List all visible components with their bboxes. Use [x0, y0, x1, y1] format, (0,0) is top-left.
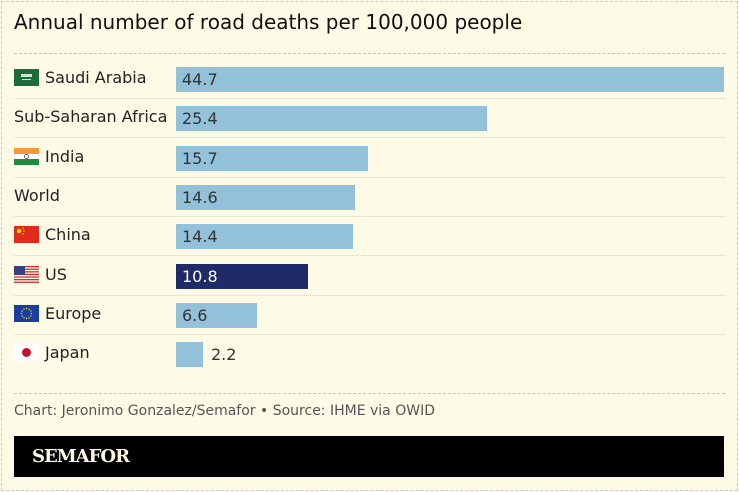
data-label: 25.4	[182, 109, 218, 129]
bar-row: US 10.8	[14, 257, 725, 296]
category-text: Japan	[45, 343, 90, 363]
bar-row: Saudi Arabia 44.7	[14, 60, 725, 99]
row-separator	[14, 294, 725, 296]
saudi-arabia-flag-icon	[14, 69, 39, 86]
category-label: Saudi Arabia	[14, 68, 147, 87]
category-label: US	[14, 265, 67, 284]
bar	[176, 184, 355, 210]
category-label: Sub-Saharan Africa	[14, 107, 167, 126]
data-label: 14.4	[182, 227, 218, 247]
japan-flag-icon	[14, 344, 39, 362]
bar-row: World 14.6	[14, 178, 725, 217]
row-separator	[14, 176, 725, 178]
row-separator	[14, 333, 725, 335]
chart-credit: Chart: Jeronimo Gonzalez/Semafor • Sourc…	[14, 403, 435, 419]
category-text: India	[45, 146, 85, 166]
data-label: 44.7	[182, 70, 218, 89]
category-text: Sub-Saharan Africa	[14, 107, 168, 127]
category-label: India	[14, 147, 84, 166]
chart-title: Annual number of road deaths per 100,000…	[14, 10, 523, 34]
row-separator	[14, 98, 725, 99]
category-label: Japan	[14, 343, 90, 362]
category-text: China	[45, 225, 91, 245]
bar-row: Europe 6.6	[14, 296, 725, 335]
data-label: 14.6	[182, 187, 218, 207]
bar-row: China 14.4	[14, 217, 725, 257]
bar	[176, 224, 353, 250]
category-text: US	[45, 264, 67, 284]
china-flag-icon	[14, 226, 39, 244]
data-label: 6.6	[182, 305, 208, 325]
eu-flag-icon	[14, 304, 39, 322]
brand-banner: SEMAFOR	[14, 436, 724, 477]
data-label: 10.8	[182, 266, 218, 286]
bar-row: Japan 2.2	[14, 335, 725, 374]
bar	[176, 145, 369, 171]
category-label: World	[14, 186, 60, 205]
category-text: Europe	[45, 303, 102, 323]
bar-row: India 15.7	[14, 139, 725, 178]
row-separator	[14, 137, 725, 139]
row-separator	[14, 215, 725, 217]
bar-row: Sub-Saharan Africa 25.4	[14, 99, 725, 139]
category-text: World	[14, 185, 60, 205]
data-label: 2.2	[210, 345, 237, 365]
category-label: Europe	[14, 304, 101, 323]
bar	[176, 263, 309, 289]
row-separator	[14, 255, 725, 257]
india-flag-icon	[14, 147, 39, 165]
data-label: 15.7	[182, 148, 218, 168]
bar	[176, 342, 203, 368]
divider	[14, 53, 725, 54]
bar	[176, 106, 488, 132]
divider	[14, 393, 725, 394]
bar	[176, 302, 257, 328]
bar	[176, 67, 724, 92]
us-flag-icon	[14, 265, 39, 283]
semafor-logo: SEMAFOR	[32, 446, 130, 467]
category-label: China	[14, 225, 91, 244]
category-text: Saudi Arabia	[45, 68, 147, 87]
